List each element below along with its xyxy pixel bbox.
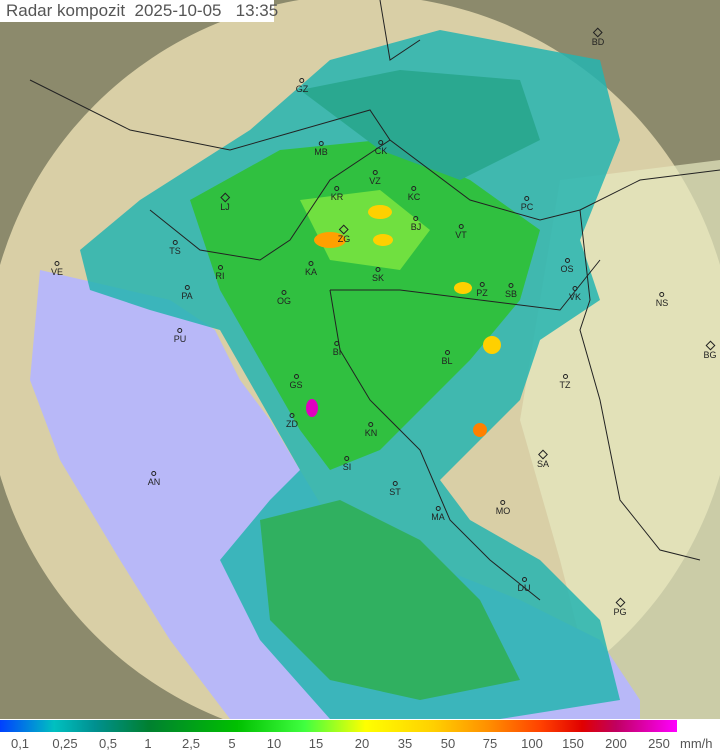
station-label: VK <box>568 292 582 302</box>
station-label: BL <box>441 356 453 366</box>
station-label: PU <box>173 334 187 344</box>
station-label: ZD <box>286 419 298 429</box>
station-label: ST <box>389 487 401 497</box>
station-label: CK <box>374 146 388 156</box>
legend-tick-label: 200 <box>605 736 627 751</box>
color-legend: 0,1 0,25 0,5 1 2,5 5 10 15 20 35 50 75 100 150 200 250 … <box>0 719 720 751</box>
station-label: VT <box>455 230 467 240</box>
station-label: KR <box>330 192 344 202</box>
radar-map <box>0 0 720 719</box>
legend-tick-label: 15 <box>308 736 324 751</box>
station-label: DU <box>517 583 531 593</box>
station-label: MB <box>314 147 328 157</box>
station-label: BJ <box>410 222 422 232</box>
station-label: MA <box>431 512 445 522</box>
station-label: AN <box>147 477 161 487</box>
station-label: RI <box>215 271 225 281</box>
station-label: OG <box>276 296 292 306</box>
legend-tick-label: 50 <box>440 736 456 751</box>
map-title: Radar kompozit 2025-10-05 13:35 <box>0 0 278 22</box>
station-label: TS <box>169 246 181 256</box>
station-label: BG <box>703 350 717 360</box>
legend-tick-label: 0,1 <box>10 736 30 751</box>
station-label: PG <box>613 607 627 617</box>
station-label: GZ <box>295 84 309 94</box>
legend-tick-label: 35 <box>397 736 413 751</box>
station-label: PC <box>520 202 534 212</box>
legend-tick-label: 0,5 <box>98 736 118 751</box>
legend-tick-label: 0,25 <box>52 736 78 751</box>
station-label: VE <box>50 267 64 277</box>
station-label: ZG <box>337 234 351 244</box>
legend-tick-label: 1 <box>144 736 152 751</box>
legend-color-bar <box>0 720 677 732</box>
station-label: GS <box>289 380 303 390</box>
legend-tick-label: 5 <box>228 736 236 751</box>
title-text: Radar kompozit <box>6 1 126 20</box>
station-label: VZ <box>369 176 381 186</box>
legend-tick-label: 150 <box>562 736 584 751</box>
station-label: SA <box>536 459 550 469</box>
station-label: SK <box>371 273 385 283</box>
station-label: PA <box>181 291 193 301</box>
legend-unit: mm/h <box>680 736 713 751</box>
legend-tick-label: 250 <box>648 736 670 751</box>
station-label: PZ <box>476 288 488 298</box>
station-label: OS <box>560 264 574 274</box>
station-label: KC <box>407 192 421 202</box>
station-label: BD <box>591 37 605 47</box>
legend-tick-label: 2,5 <box>181 736 201 751</box>
station-label: KN <box>364 428 378 438</box>
station-label: KA <box>304 267 318 277</box>
legend-tick-label: 75 <box>482 736 498 751</box>
legend-tick-label: 100 <box>521 736 543 751</box>
station-label: BI <box>332 347 342 357</box>
station-label: SI <box>342 462 352 472</box>
title-date: 2025-10-05 <box>134 1 222 20</box>
precipitation <box>80 30 620 719</box>
title-time: 13:35 <box>235 1 279 20</box>
station-label: MO <box>495 506 511 516</box>
legend-tick-label: 10 <box>266 736 282 751</box>
station-label: SB <box>504 289 518 299</box>
legend-tick-label: 20 <box>354 736 370 751</box>
station-label: LJ <box>220 202 230 212</box>
station-label: NS <box>655 298 669 308</box>
station-label: TZ <box>559 380 571 390</box>
